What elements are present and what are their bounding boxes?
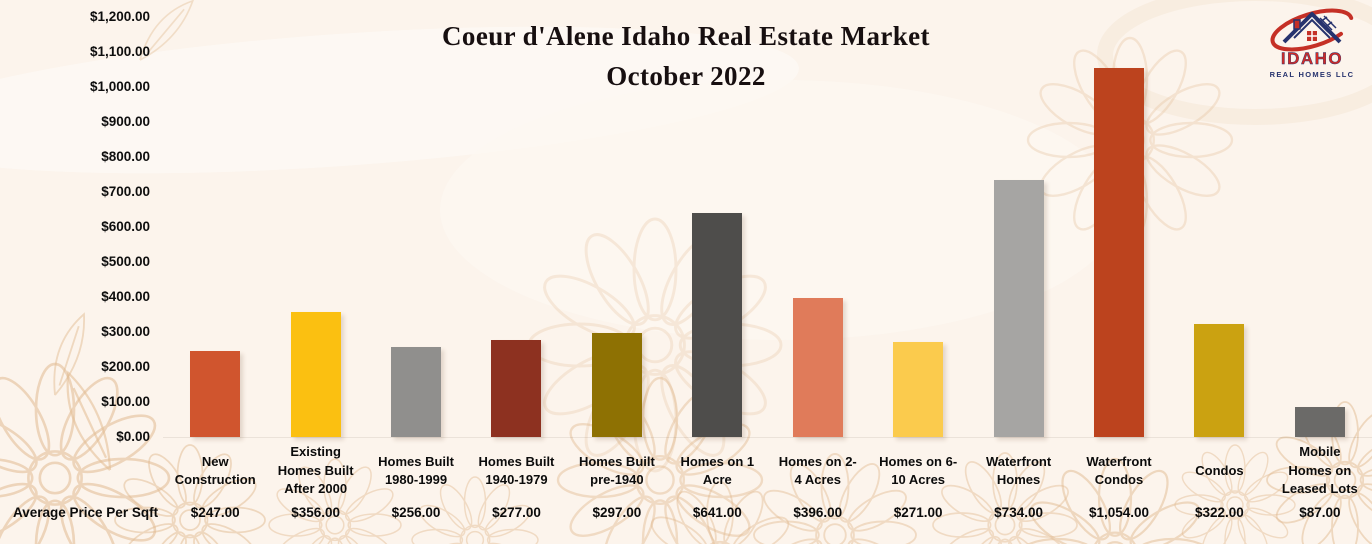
x-axis-category-label: Homes on 6- 10 Acres [879, 453, 958, 488]
chart-title-line1: Coeur d'Alene Idaho Real Estate Market [442, 21, 930, 51]
value-cell: $734.00 [994, 505, 1043, 520]
y-axis: $0.00 $100.00 $200.00 $300.00 $400.00 $500.00… [0, 9, 150, 444]
data-table-values: $247.00 $356.00 $256.00 $277.00 $297.00 $641.… [165, 502, 1370, 524]
x-axis-category-label: Homes on 2- 4 Acres [778, 453, 857, 488]
x-axis-label-cell: Homes on 6- 10 Acres [868, 441, 968, 501]
x-axis-labels: New Construction Existing Homes Built Aft… [165, 441, 1370, 501]
bar-homes-built-pre-1940 [591, 333, 642, 437]
logo-company-name: IDAHO [1280, 49, 1344, 68]
value-cell: $322.00 [1195, 505, 1244, 520]
bar-homes-on-1-acre [692, 213, 743, 437]
y-axis-tick-label: $1,100.00 [89, 44, 150, 59]
x-axis-category-label: Homes Built 1980-1999 [378, 453, 454, 488]
y-axis-tick-label: $800.00 [101, 149, 150, 164]
bar-waterfront-homes [993, 180, 1044, 437]
y-axis-tick-label: $500.00 [101, 254, 150, 269]
plot-column [165, 17, 265, 437]
y-axis-tick-label: $300.00 [101, 324, 150, 339]
bar-homes-on-2-4-acres [792, 298, 843, 437]
x-axis-label-cell: Condos [1169, 441, 1269, 501]
value-cell: $396.00 [793, 505, 843, 520]
plot-column [466, 17, 566, 437]
value-cell: $1,054.00 [1088, 505, 1150, 520]
y-axis-tick-label: $0.00 [116, 429, 150, 444]
data-table-row-label: Average Price Per Sqft [13, 505, 159, 520]
y-axis-tick-label: $900.00 [101, 114, 150, 129]
x-axis-category-label: Homes on 1 Acre [680, 453, 755, 488]
value-cell: $356.00 [291, 505, 341, 520]
x-axis-category-label: Waterfront Condos [1086, 453, 1152, 488]
x-axis-label-cell: Homes on 2- 4 Acres [768, 441, 868, 501]
chart-title: Coeur d'Alene Idaho Real Estate Market O… [0, 16, 1372, 96]
company-logo: IDAHO REAL HOMES LLC [1262, 4, 1362, 79]
plot-column [868, 17, 968, 437]
plot-column [1169, 17, 1269, 437]
plot-column [667, 17, 767, 437]
y-axis-tick-label: $600.00 [101, 219, 150, 234]
bar-homes-built-1940-1979 [491, 340, 542, 437]
x-axis-category-label: Homes Built 1940-1979 [478, 453, 555, 488]
plot-column [968, 17, 1068, 437]
y-axis-tick-label: $100.00 [101, 394, 150, 409]
plot-column [567, 17, 667, 437]
bar-new-construction [190, 351, 241, 437]
x-axis-label-cell: Homes on 1 Acre [667, 441, 767, 501]
y-axis-tick-label: $1,000.00 [89, 79, 150, 94]
value-cell: $277.00 [492, 505, 541, 520]
chart-title-line2: October 2022 [606, 61, 766, 91]
x-axis-label-cell: Waterfront Condos [1069, 441, 1169, 501]
x-axis-category-label: New Construction [174, 453, 256, 488]
bar-mobile-homes-on-leased-lots [1294, 407, 1345, 437]
x-axis-category-label: Existing Homes Built After 2000 [277, 444, 354, 497]
value-cell: $256.00 [391, 505, 441, 520]
logo-company-subtitle: REAL HOMES LLC [1269, 70, 1355, 79]
value-cell: $271.00 [893, 505, 943, 520]
plot-column [366, 17, 466, 437]
value-cell: $87.00 [1299, 505, 1341, 520]
bar-homes-built-1980-1999 [391, 347, 442, 437]
bar-waterfront-condos [1094, 68, 1144, 437]
x-axis-label-cell: Waterfront Homes [968, 441, 1068, 501]
plot-column [265, 17, 365, 437]
x-axis-label-cell: Homes Built 1980-1999 [366, 441, 466, 501]
x-axis-label-cell: Existing Homes Built After 2000 [265, 441, 365, 501]
value-cell: $641.00 [692, 505, 742, 520]
value-cell: $247.00 [190, 505, 240, 520]
x-axis-label-cell: Homes Built pre-1940 [567, 441, 667, 501]
plot-column [1069, 17, 1169, 437]
y-axis-tick-label: $700.00 [101, 184, 150, 199]
y-axis-tick-label: $1,200.00 [89, 9, 150, 24]
house-roof-logo-icon [1270, 8, 1354, 52]
value-cell: $297.00 [592, 505, 642, 520]
x-axis-category-label: Waterfront Homes [985, 453, 1052, 488]
bar-existing-homes-built-after-2000 [290, 312, 341, 437]
y-axis-tick-label: $200.00 [101, 359, 150, 374]
x-axis-category-label: Mobile Homes on Leased Lots [1281, 444, 1358, 497]
plot-column [1270, 17, 1370, 437]
plot-area [165, 17, 1370, 437]
x-axis-category-label: Condos [1195, 462, 1244, 478]
x-axis-label-cell: Homes Built 1940-1979 [466, 441, 566, 501]
x-axis-category-label: Homes Built pre-1940 [578, 453, 655, 488]
bar-homes-on-6-10-acres [893, 342, 944, 437]
bar-condos [1194, 324, 1245, 437]
x-axis-label-cell: New Construction [165, 441, 265, 501]
y-axis-tick-label: $400.00 [101, 289, 150, 304]
x-axis-label-cell: Mobile Homes on Leased Lots [1270, 441, 1370, 501]
x-axis-baseline [163, 437, 1372, 438]
plot-column [768, 17, 868, 437]
